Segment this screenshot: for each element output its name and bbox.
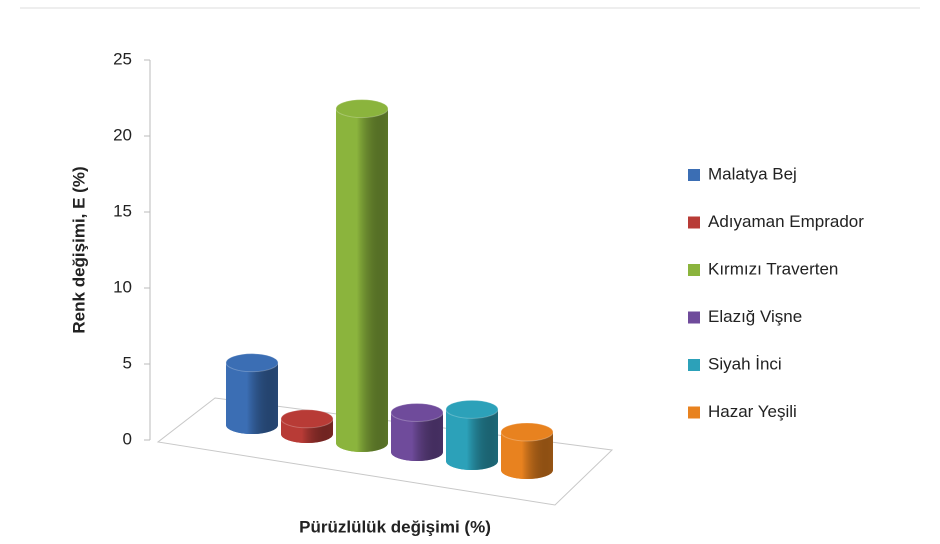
cylinder-shade bbox=[501, 432, 553, 479]
legend-label: Kırmızı Traverten bbox=[708, 259, 838, 278]
legend-swatch bbox=[688, 169, 700, 181]
legend-label: Siyah İnci bbox=[708, 354, 782, 373]
legend-label: Malatya Bej bbox=[708, 164, 797, 183]
y-tick-label: 20 bbox=[113, 125, 132, 144]
y-tick-label: 25 bbox=[113, 49, 132, 68]
cylinder-top bbox=[500, 422, 554, 442]
cylinder-shade bbox=[336, 108, 388, 452]
cylinder-shade bbox=[226, 362, 278, 434]
legend-swatch bbox=[688, 359, 700, 371]
cylinder-shade bbox=[446, 409, 498, 470]
cylinder-top bbox=[280, 409, 334, 429]
y-tick-label: 0 bbox=[123, 429, 132, 448]
cylinder-shade bbox=[391, 412, 443, 461]
legend-label: Elazığ Vişne bbox=[708, 307, 802, 326]
cylinder-top bbox=[390, 402, 444, 422]
y-tick-label: 5 bbox=[123, 353, 132, 372]
y-axis-label: Renk değişimi, E (%) bbox=[69, 166, 88, 333]
y-tick-label: 15 bbox=[113, 201, 132, 220]
y-tick-label: 10 bbox=[113, 277, 132, 296]
legend-swatch bbox=[688, 264, 700, 276]
cylinder-top bbox=[335, 99, 389, 119]
cylinder-top bbox=[445, 399, 499, 419]
cylinder-top bbox=[225, 353, 279, 373]
legend-swatch bbox=[688, 311, 700, 324]
legend-swatch bbox=[688, 216, 700, 229]
legend-label: Hazar Yeşili bbox=[708, 402, 797, 421]
legend-label: Adıyaman Emprador bbox=[708, 212, 864, 231]
x-axis-label: Pürüzlülük değişimi (%) bbox=[299, 517, 491, 536]
legend-swatch bbox=[688, 406, 700, 419]
